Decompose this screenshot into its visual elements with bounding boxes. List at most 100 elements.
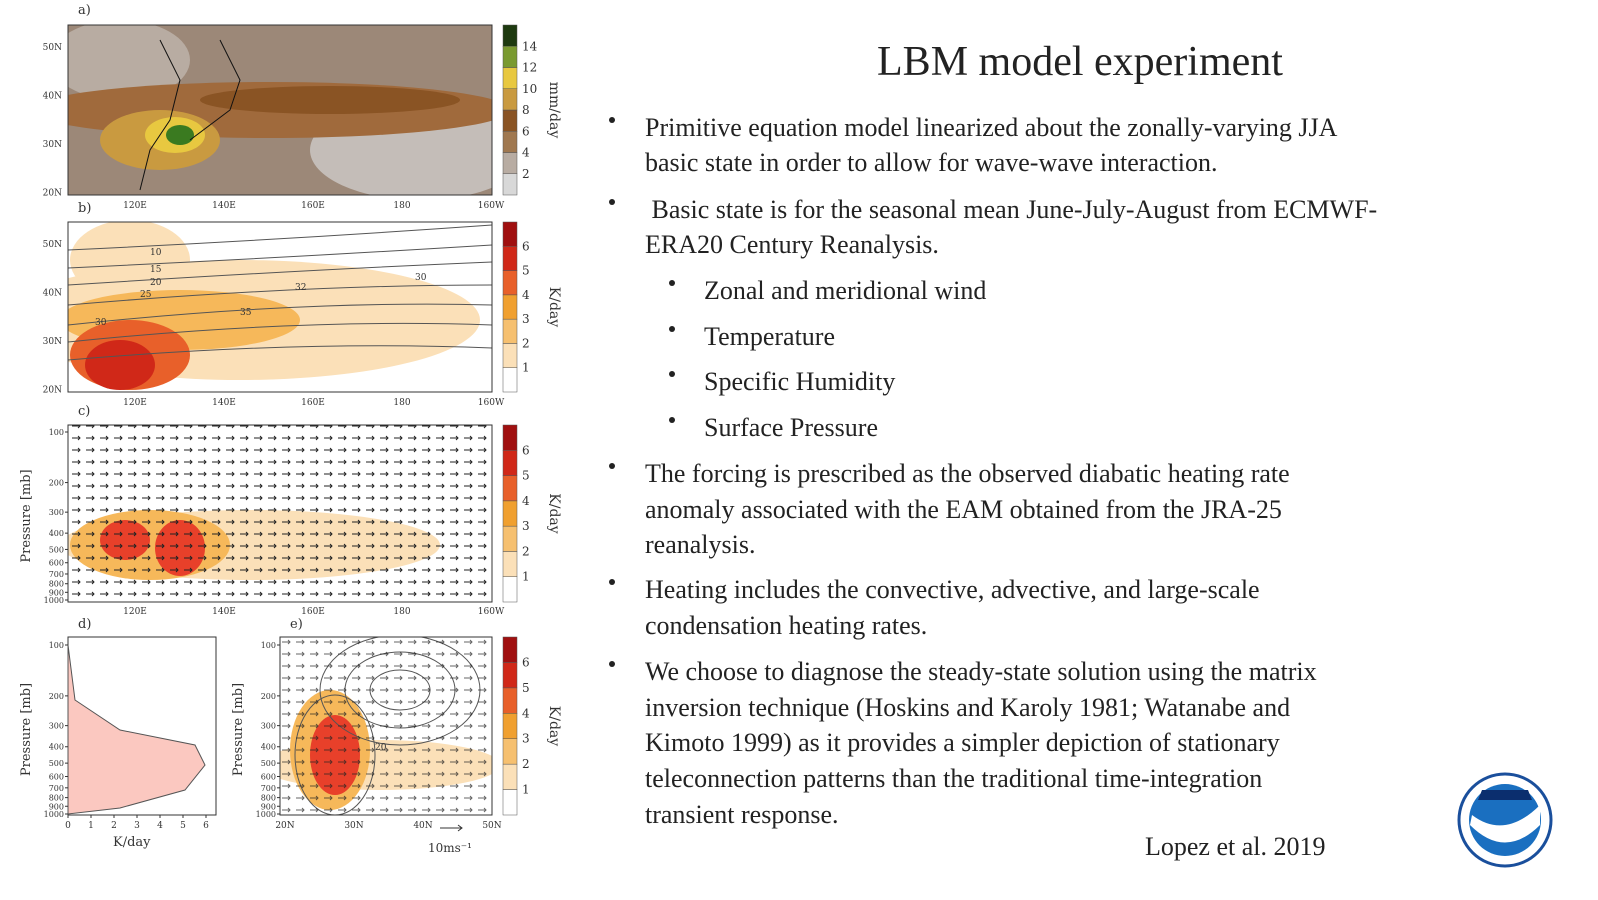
bullet <box>669 326 675 332</box>
bullet-text: Primitive equation model linearized abou… <box>645 113 1338 142</box>
colorbar-box <box>502 475 518 502</box>
colorbar-box <box>502 152 518 174</box>
bullet-text: condensation heating rates. <box>645 611 927 640</box>
colorbar-unit: mm/day <box>546 82 562 139</box>
bullet-text: ERA20 Century Reanalysis. <box>645 230 939 259</box>
citation: Lopez et al. 2019 <box>1145 832 1326 861</box>
bullet <box>669 280 675 286</box>
pressure-tick-label: 300 <box>49 722 64 731</box>
colorbar-tick-label: 1 <box>522 570 530 584</box>
lat-tick-label: 20N <box>43 386 62 396</box>
panel-label: e) <box>290 617 303 632</box>
lon-tick-label: 180 <box>393 201 410 211</box>
pressure-tick-label: 700 <box>261 784 276 793</box>
colorbar-tick-label: 5 <box>522 469 530 483</box>
vector-arrow <box>440 824 463 832</box>
colorbar-box <box>502 687 518 714</box>
colorbar-tick-label: 6 <box>522 443 530 457</box>
colorbar-tick-label: 6 <box>522 124 530 138</box>
colorbar-tick-label: 5 <box>522 681 530 695</box>
x-tick-label: 4 <box>157 821 163 831</box>
colorbar-box <box>502 246 518 271</box>
pressure-tick-label: 700 <box>49 570 64 579</box>
x-axis-label: K/day <box>113 835 151 850</box>
lon-tick-label: 140E <box>212 201 236 211</box>
contour-label: 20 <box>150 278 162 288</box>
pressure-tick-label: 400 <box>49 529 64 538</box>
lon-tick-label: 160W <box>478 607 505 617</box>
pressure-tick-label: 300 <box>261 722 276 731</box>
bullet <box>609 199 615 205</box>
contour-label: 25 <box>140 290 152 300</box>
colorbar-box <box>502 738 518 765</box>
colorbar-box <box>502 46 518 68</box>
colorbar-box <box>502 525 518 552</box>
colorbar-unit: K/day <box>546 493 562 533</box>
panel-label: c) <box>78 404 90 419</box>
bullet-text: Kimoto 1999) as it provides a simpler de… <box>645 728 1280 757</box>
colorbar-tick-label: 8 <box>522 103 530 117</box>
x-tick-label: 3 <box>134 821 140 831</box>
lon-tick-label: 120E <box>123 398 147 408</box>
colorbar-tick-label: 3 <box>522 312 530 326</box>
bullet-text: Temperature <box>704 322 835 351</box>
pressure-tick-label: 500 <box>261 759 276 768</box>
colorbar-tick-label: 1 <box>522 361 530 375</box>
pressure-tick-label: 1000 <box>256 810 276 819</box>
section-c <box>68 425 492 602</box>
map-b <box>68 222 492 392</box>
colorbar-box <box>502 24 518 47</box>
colorbar-tick-label: 10 <box>522 82 537 96</box>
colorbar-tick-label: 4 <box>522 288 530 302</box>
colorbar-box <box>502 450 518 476</box>
pressure-tick-label: 700 <box>49 784 64 793</box>
colorbar-box <box>502 662 518 689</box>
colorbar-box <box>502 789 518 816</box>
pressure-tick-label: 400 <box>49 743 64 752</box>
x-tick-label: 40N <box>413 821 432 831</box>
pressure-tick-label: 500 <box>49 759 64 768</box>
bullet-text: inversion technique (Hoskins and Karoly … <box>645 693 1290 722</box>
pressure-tick-label: 600 <box>49 773 64 782</box>
noaa-logo <box>1457 772 1553 868</box>
colorbar-tick-label: 6 <box>522 239 530 253</box>
lat-tick-label: 20N <box>43 189 62 199</box>
heating-profile <box>67 644 206 815</box>
lat-tick-label: 40N <box>43 289 62 299</box>
colorbar-tick-label: 1 <box>522 783 530 797</box>
pressure-tick-label: 1000 <box>44 596 64 605</box>
y-axis-label: Pressure [mb] <box>19 469 34 562</box>
pressure-tick-label: 1000 <box>44 810 64 819</box>
colorbar-box <box>502 88 518 111</box>
frame <box>67 424 493 603</box>
colorbar-tick-label: 2 <box>522 336 530 350</box>
pressure-tick-label: 800 <box>261 794 276 803</box>
colorbar-box <box>502 343 518 368</box>
bullet <box>609 463 615 469</box>
pressure-tick-label: 300 <box>49 508 64 517</box>
pressure-tick-label: 900 <box>49 802 64 811</box>
pressure-tick-label: 500 <box>49 545 64 554</box>
bullet-text: teleconnection patterns than the traditi… <box>645 764 1262 793</box>
bullet-text: reanalysis. <box>645 530 755 559</box>
colorbar-box <box>502 294 518 320</box>
lon-tick-label: 120E <box>123 201 147 211</box>
colorbar-box <box>502 221 518 247</box>
colorbar-tick-label: 2 <box>522 544 530 558</box>
frame <box>67 24 493 196</box>
x-tick-label: 50N <box>482 821 501 831</box>
colorbar-box <box>502 713 518 739</box>
colorbar-box <box>502 500 518 527</box>
pressure-tick-label: 600 <box>49 559 64 568</box>
colorbar-tick-label: 2 <box>522 167 530 181</box>
bullet-text: anomaly associated with the EAM obtained… <box>645 495 1282 524</box>
x-tick-label: 2 <box>111 821 117 831</box>
pressure-tick-label: 200 <box>49 692 64 701</box>
lon-tick-label: 160E <box>301 201 325 211</box>
lat-tick-label: 30N <box>43 140 62 150</box>
pressure-tick-label: 800 <box>49 794 64 803</box>
pressure-tick-label: 100 <box>49 428 64 437</box>
colorbar-box <box>502 318 518 344</box>
contour-label: 15 <box>150 265 162 275</box>
bullet-text: transient response. <box>645 800 839 829</box>
